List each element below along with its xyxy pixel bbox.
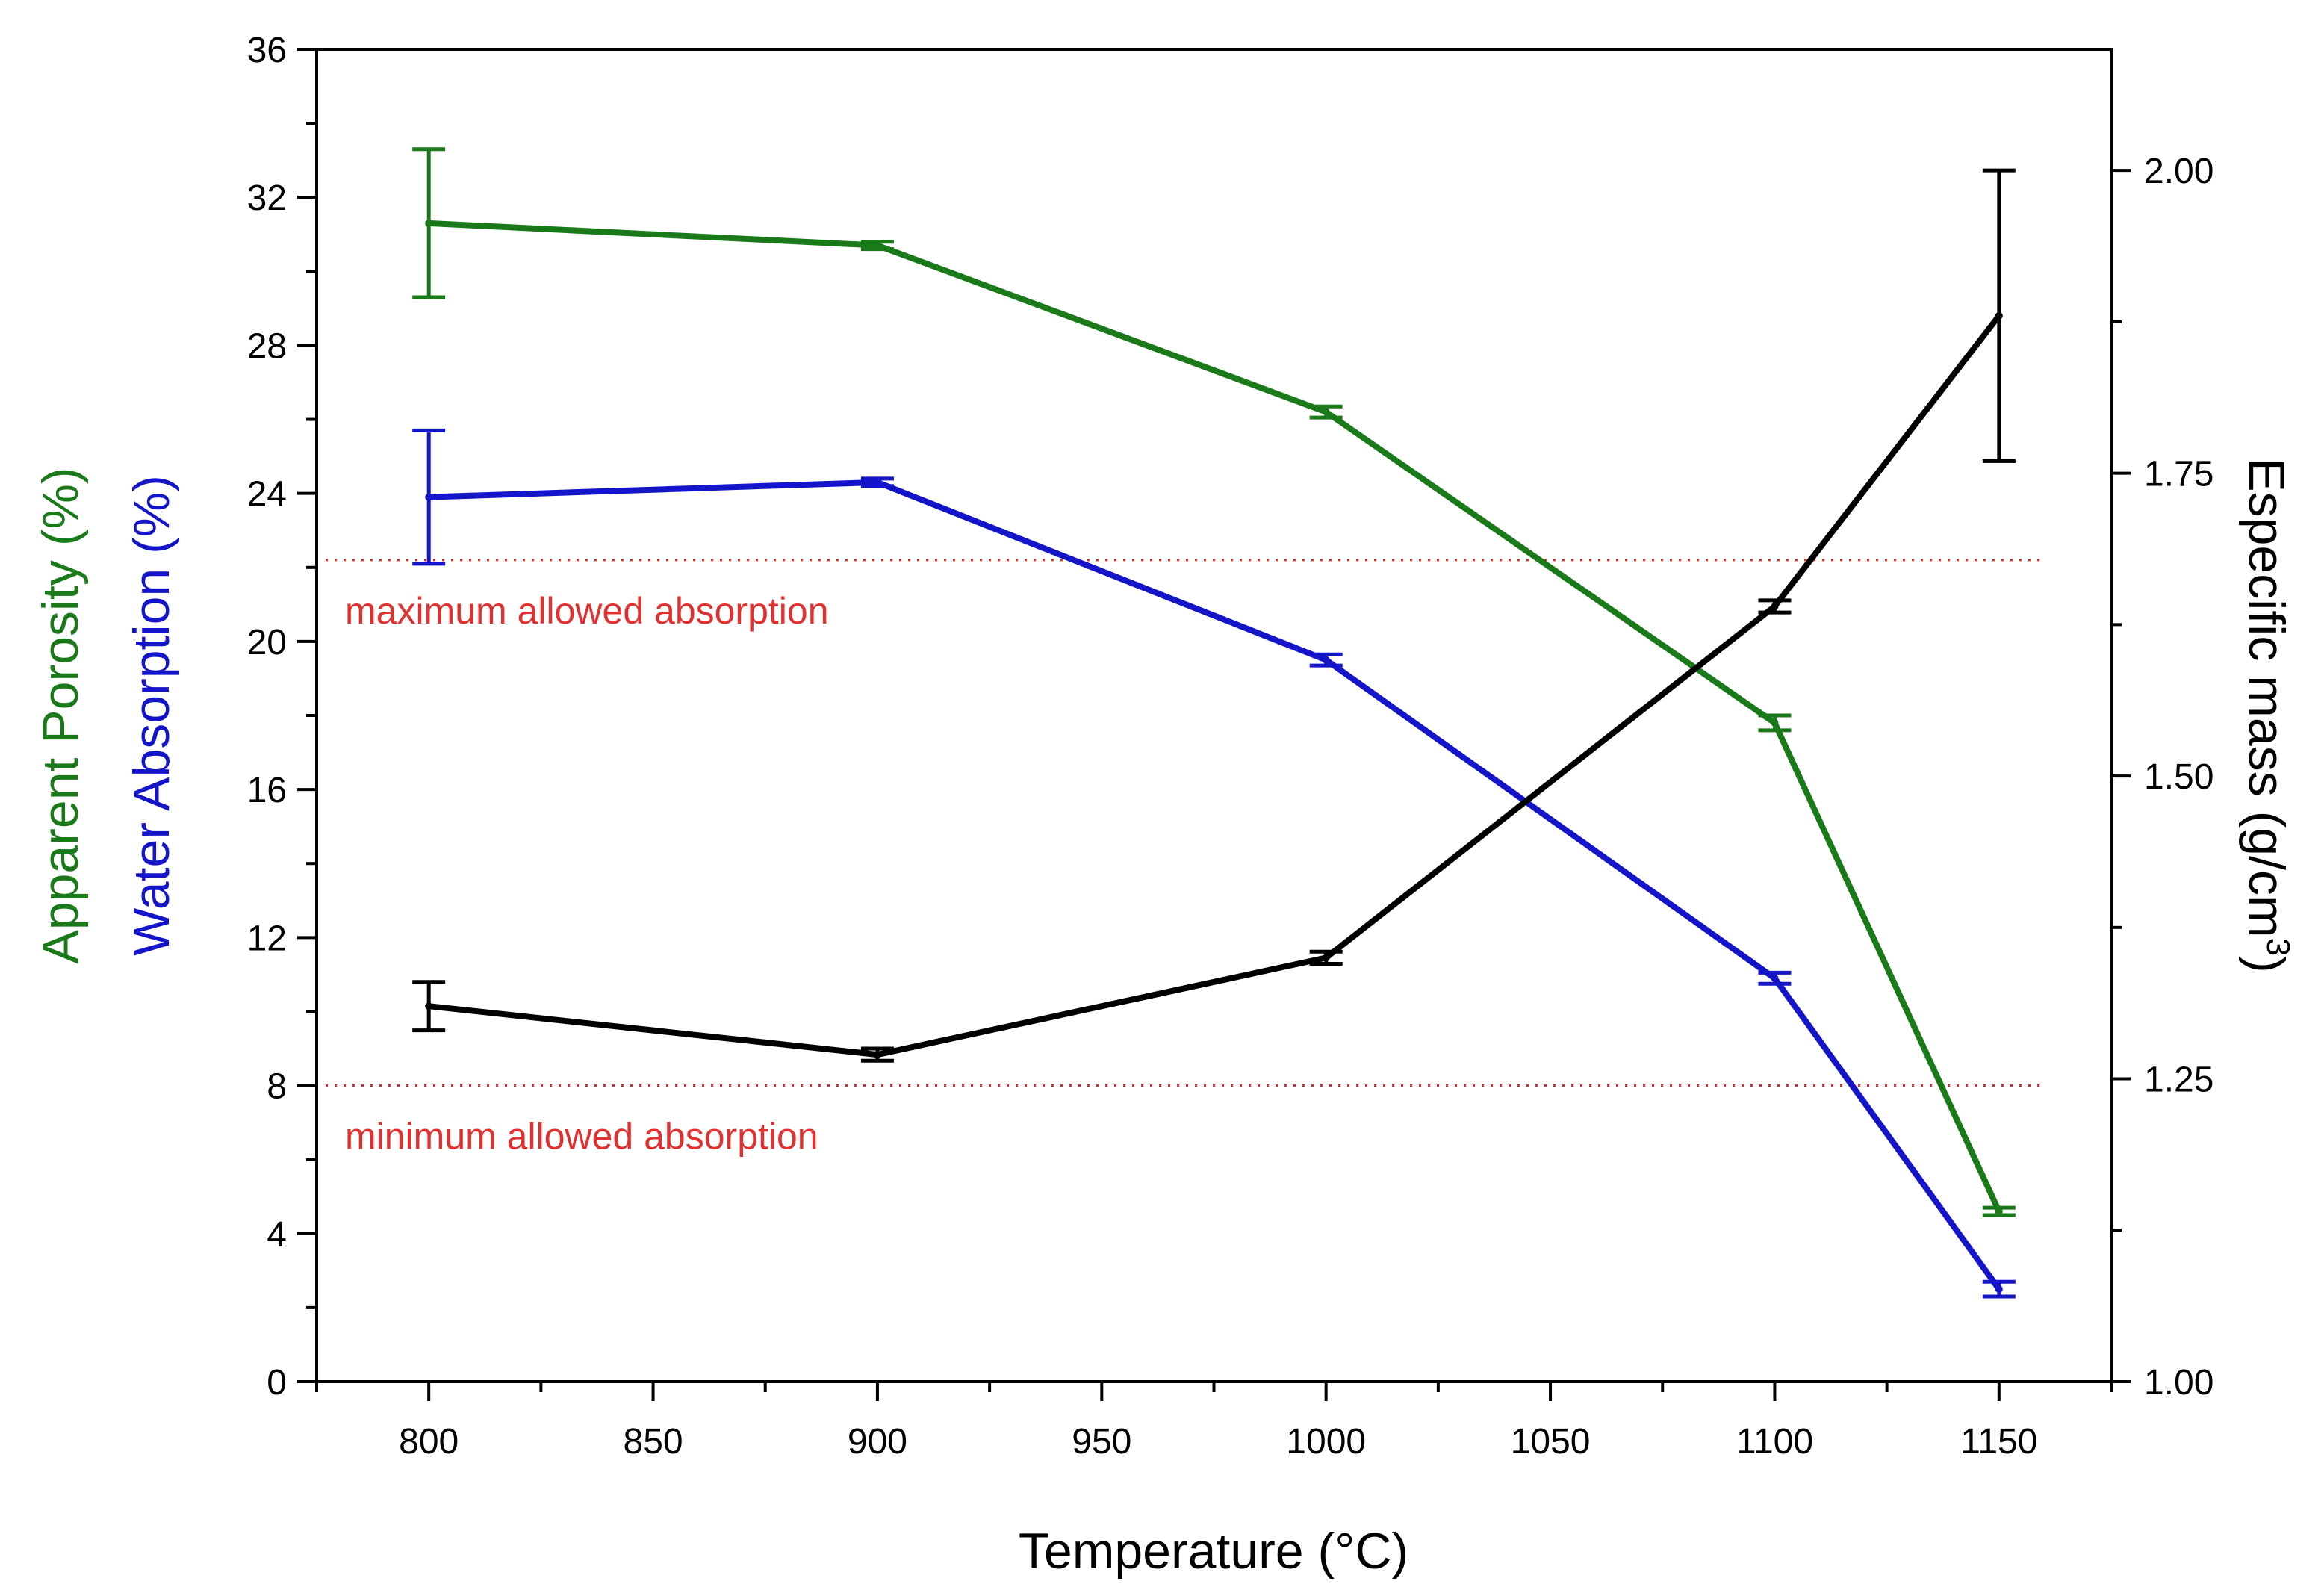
y-left-tick-label: 0 (267, 1363, 287, 1403)
x-tick-label: 850 (624, 1422, 683, 1462)
x-tick-label: 900 (848, 1422, 907, 1462)
x-tick-label: 1150 (1960, 1422, 2037, 1462)
data-point (1995, 1285, 2003, 1294)
y-left-tick-label: 12 (247, 919, 287, 958)
reference-line-label: minimum allowed absorption (345, 1116, 818, 1158)
specific-mass-title-end: ) (2238, 956, 2295, 973)
y-left-tick-label: 28 (247, 326, 287, 366)
y-right-tick-label: 1.75 (2144, 455, 2213, 494)
y-left-tick-label: 20 (247, 623, 287, 662)
ticks: 800 850 900 950 1000 1050 1100 1150 0 4 8 12 16 20 24 2… (247, 31, 2214, 1462)
y-left-tick-label: 4 (267, 1215, 287, 1255)
data-point (1322, 656, 1330, 664)
y-axis-title-absorption: Water Absorption (%) (123, 475, 180, 956)
data-point (873, 1051, 881, 1059)
data-point (1771, 718, 1779, 727)
reference-lines: maximum allowed absorption minimum allowe… (326, 559, 2046, 1158)
data-point (1322, 408, 1330, 416)
x-tick-label: 950 (1072, 1422, 1131, 1462)
data-point (1771, 603, 1779, 611)
series-line (428, 314, 2001, 1058)
y-axis-title-porosity: Apparent Porosity (%) (32, 467, 89, 963)
specific-mass-title-sup: 3 (2261, 938, 2297, 956)
axes (315, 48, 2113, 1383)
data-point (425, 1002, 433, 1010)
y-left-tick-label: 36 (247, 31, 287, 70)
data-point (425, 493, 433, 501)
x-tick-label: 1000 (1286, 1422, 1366, 1462)
reference-line-label: maximum allowed absorption (345, 590, 829, 632)
plot-frame (315, 48, 2113, 1383)
y-axis-title-specific-mass: Especific mass (g/cm3) (2238, 458, 2297, 973)
data-point (425, 219, 433, 227)
x-tick-label: 800 (399, 1422, 459, 1462)
data-point (1322, 954, 1330, 962)
y-right-tick-label: 1.25 (2144, 1061, 2213, 1100)
y-left-tick-label: 32 (247, 178, 287, 218)
data-point (1995, 1208, 2003, 1216)
y-right-tick-label: 1.00 (2144, 1363, 2213, 1403)
x-axis-title: Temperature (°C) (1019, 1523, 1408, 1580)
x-tick-label: 1100 (1736, 1422, 1813, 1462)
data-point (873, 478, 881, 486)
data-point (873, 241, 881, 249)
plot-series (412, 147, 2016, 1299)
y-left-tick-label: 8 (267, 1067, 287, 1107)
data-point (1995, 311, 2003, 320)
x-tick-label: 1050 (1511, 1422, 1591, 1462)
y-left-tick-label: 24 (247, 475, 287, 515)
data-point (1771, 974, 1779, 982)
y-left-tick-label: 16 (247, 771, 287, 810)
specific-mass-title-main: Especific mass (g/cm (2238, 458, 2295, 937)
y-right-tick-label: 2.00 (2144, 152, 2213, 191)
y-right-tick-label: 1.50 (2144, 757, 2213, 797)
